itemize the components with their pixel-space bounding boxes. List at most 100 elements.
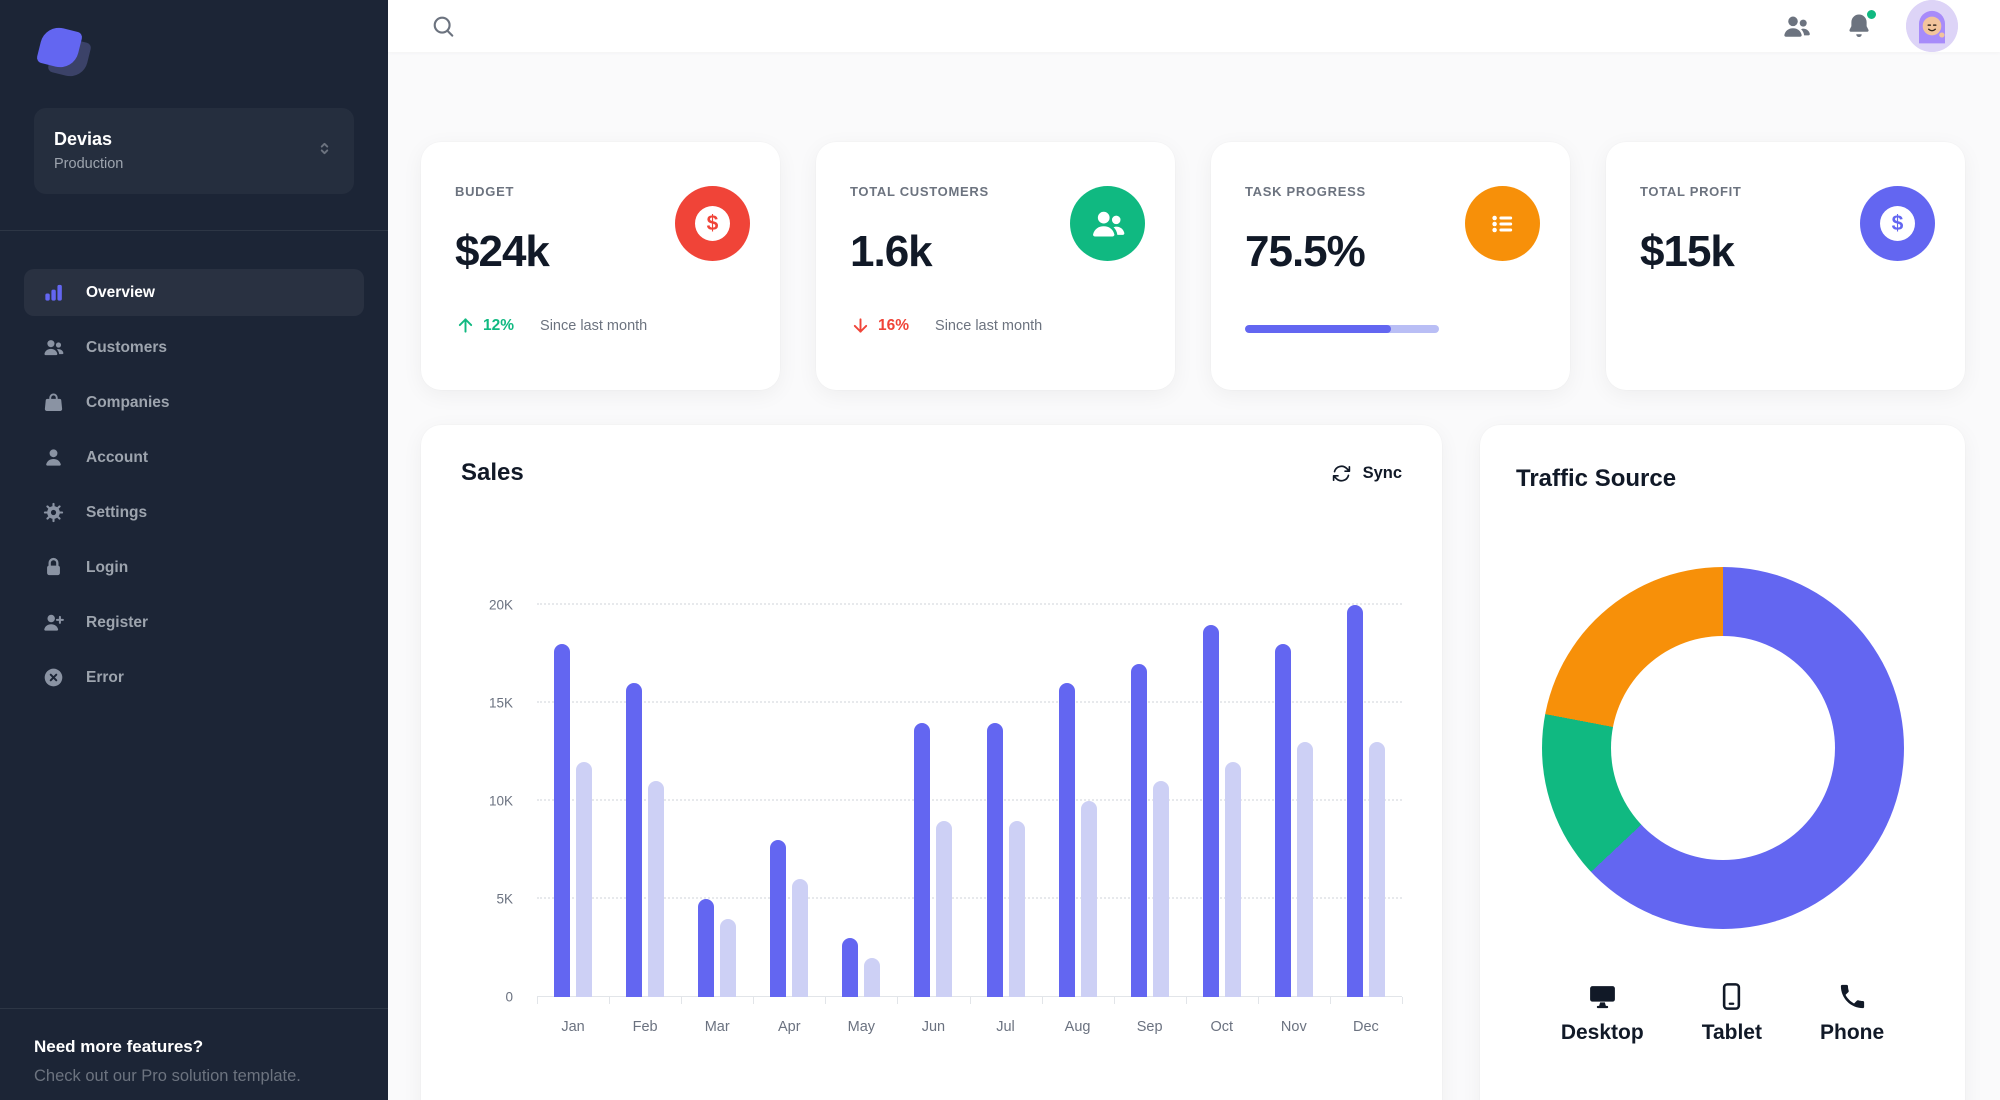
legend-item-tablet: Tablet — [1702, 981, 1762, 1045]
legend-label: Desktop — [1560, 1021, 1644, 1044]
topbar — [388, 0, 2000, 52]
axis-tick — [1113, 997, 1115, 1004]
x-tick-label: Jan — [561, 1019, 585, 1035]
axis-tick — [825, 997, 827, 1004]
sidebar-item-label: Login — [86, 558, 129, 576]
arrow-up-icon — [458, 318, 473, 333]
bar-series-1-feb — [626, 683, 643, 997]
sidebar-item-label: Account — [86, 448, 148, 466]
bar-series-1-dec — [1346, 605, 1363, 997]
gridline — [537, 897, 1402, 899]
customers-value: 1.6k — [850, 227, 933, 276]
budget-delta: 12% — [483, 316, 515, 334]
traffic-legend: Desktop Tablet Phone — [1516, 981, 1929, 1045]
task-progress-track — [1245, 325, 1439, 333]
gridline — [537, 701, 1402, 703]
footer-title: Need more features? — [34, 1037, 204, 1056]
y-tick-label: 15K — [488, 695, 513, 711]
user-avatar[interactable] — [1906, 0, 1958, 52]
sync-icon — [1332, 464, 1350, 482]
footer-subtitle: Check out our Pro solution template. — [34, 1067, 301, 1085]
bar-series-2-feb — [648, 781, 665, 997]
workspace-name: Devias — [54, 129, 113, 149]
sidebar-footer-divider — [0, 1008, 388, 1009]
x-tick-label: Nov — [1280, 1019, 1307, 1035]
user-plus-icon — [44, 614, 64, 631]
sidebar-item-label: Companies — [86, 393, 170, 411]
bar-series-2-oct — [1224, 761, 1241, 997]
workspace-selector[interactable]: Devias Production — [34, 108, 354, 194]
search-button[interactable] — [430, 13, 457, 40]
arrow-down-icon — [853, 318, 868, 333]
profit-icon-badge: $ — [1860, 186, 1935, 261]
task-progress-card: TASK PROGRESS 75.5% — [1211, 142, 1570, 390]
sidebar-item-login[interactable]: Login — [24, 544, 364, 591]
axis-tick — [681, 997, 683, 1004]
bar-series-2-may — [864, 957, 881, 997]
bar-group-jan — [537, 605, 609, 997]
notifications-button[interactable] — [1844, 8, 1878, 41]
sidebar-item-companies[interactable]: Companies — [24, 379, 364, 426]
bar-group-mar — [681, 605, 753, 997]
bar-group-jun — [897, 605, 969, 997]
total-profit-card: TOTAL PROFIT $15k $ — [1606, 142, 1965, 390]
sidebar-item-label: Error — [86, 668, 124, 686]
bar-series-2-apr — [792, 879, 809, 997]
bar-series-2-aug — [1080, 801, 1097, 997]
sync-button[interactable]: Sync — [1331, 463, 1402, 484]
x-tick-label: Jul — [996, 1019, 1015, 1035]
bar-series-2-sep — [1152, 781, 1169, 997]
bar-group-feb — [609, 605, 681, 997]
sidebar-footer: Need more features? Check out our Pro so… — [0, 1008, 388, 1100]
sidebar-item-label: Overview — [86, 283, 155, 301]
customers-icon-badge — [1070, 186, 1145, 261]
devias-logo[interactable] — [35, 23, 92, 80]
sidebar-item-label: Register — [86, 613, 149, 631]
axis-tick — [609, 997, 611, 1004]
customers-delta-note: Since last month — [935, 317, 1043, 334]
currency-dollar-icon: $ — [1880, 206, 1915, 241]
sidebar-item-label: Settings — [86, 503, 148, 521]
stats-row: BUDGET $24k 12% Since last month $ — [421, 142, 1965, 390]
x-tick-label: Feb — [632, 1019, 658, 1035]
bar-series-1-apr — [770, 840, 787, 997]
user-icon — [46, 449, 61, 466]
gridline — [537, 603, 1402, 605]
sidebar-item-customers[interactable]: Customers — [24, 324, 364, 371]
budget-icon-badge: $ — [675, 186, 750, 261]
sidebar-item-register[interactable]: Register — [24, 599, 364, 646]
bar-series-1-jan — [554, 644, 571, 997]
y-tick-label: 20K — [488, 597, 513, 613]
budget-delta-note: Since last month — [540, 317, 648, 334]
sales-panel: Sales Sync 0 5K 10K 15K 20K Jan Feb Mar Apr May J… — [421, 425, 1442, 1100]
shopping-bag-icon — [44, 393, 63, 412]
axis-tick — [1185, 997, 1187, 1004]
bell-icon — [1849, 14, 1869, 37]
y-tick-label: 5K — [496, 891, 513, 907]
bar-series-1-nov — [1274, 644, 1291, 997]
sidebar-item-error[interactable]: Error — [24, 654, 364, 701]
x-tick-label: Apr — [777, 1019, 801, 1035]
sidebar-item-settings[interactable]: Settings — [24, 489, 364, 536]
contacts-button[interactable] — [1781, 11, 1812, 42]
bar-series-1-jun — [914, 722, 931, 997]
x-tick-label: May — [847, 1019, 876, 1035]
search-icon — [433, 16, 454, 37]
sync-label: Sync — [1362, 463, 1402, 482]
y-tick-label: 0 — [505, 989, 513, 1005]
x-tick-label: Aug — [1064, 1019, 1091, 1035]
bar-series-2-jan — [576, 761, 593, 997]
bar-series-1-sep — [1130, 663, 1147, 997]
sidebar-item-overview[interactable]: Overview — [24, 269, 364, 316]
users-icon — [1784, 16, 1810, 37]
traffic-source-panel: Traffic Source Desktop Tablet — [1480, 425, 1965, 1100]
bar-group-aug — [1042, 605, 1114, 997]
desktop-icon — [1589, 986, 1615, 1009]
workspace-env: Production — [54, 156, 124, 172]
axis-tick — [969, 997, 971, 1004]
sales-title: Sales — [461, 459, 524, 486]
sidebar-item-account[interactable]: Account — [24, 434, 364, 481]
avatar-memoji — [1906, 0, 1958, 52]
task-label: TASK PROGRESS — [1245, 184, 1366, 199]
legend-label: Tablet — [1701, 1021, 1762, 1044]
